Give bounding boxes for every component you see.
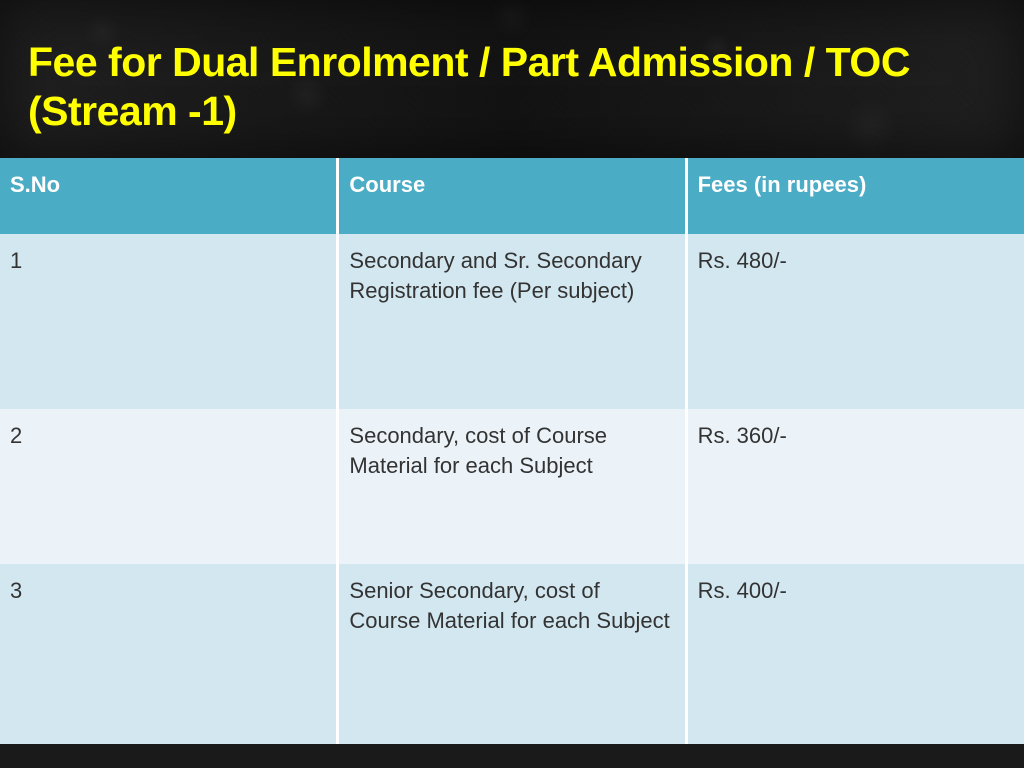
cell-course: Senior Secondary, cost of Course Materia… [338,564,686,744]
table-row: 3 Senior Secondary, cost of Course Mater… [0,564,1024,744]
table-row: 1 Secondary and Sr. Secondary Registrati… [0,234,1024,409]
col-header-course: Course [338,158,686,234]
col-header-fees: Fees (in rupees) [686,158,1024,234]
fee-table: S.No Course Fees (in rupees) 1 Secondary… [0,158,1024,744]
cell-fees: Rs. 400/- [686,564,1024,744]
cell-fees: Rs. 360/- [686,409,1024,564]
cell-sno: 1 [0,234,338,409]
cell-sno: 3 [0,564,338,744]
cell-sno: 2 [0,409,338,564]
header-area: Fee for Dual Enrolment / Part Admission … [0,0,1024,158]
cell-course: Secondary and Sr. Secondary Registration… [338,234,686,409]
slide: Fee for Dual Enrolment / Part Admission … [0,0,1024,768]
page-title: Fee for Dual Enrolment / Part Admission … [28,38,996,136]
table-row: 2 Secondary, cost of Course Material for… [0,409,1024,564]
fee-table-wrap: S.No Course Fees (in rupees) 1 Secondary… [0,158,1024,744]
cell-course: Secondary, cost of Course Material for e… [338,409,686,564]
table-header-row: S.No Course Fees (in rupees) [0,158,1024,234]
cell-fees: Rs. 480/- [686,234,1024,409]
col-header-sno: S.No [0,158,338,234]
